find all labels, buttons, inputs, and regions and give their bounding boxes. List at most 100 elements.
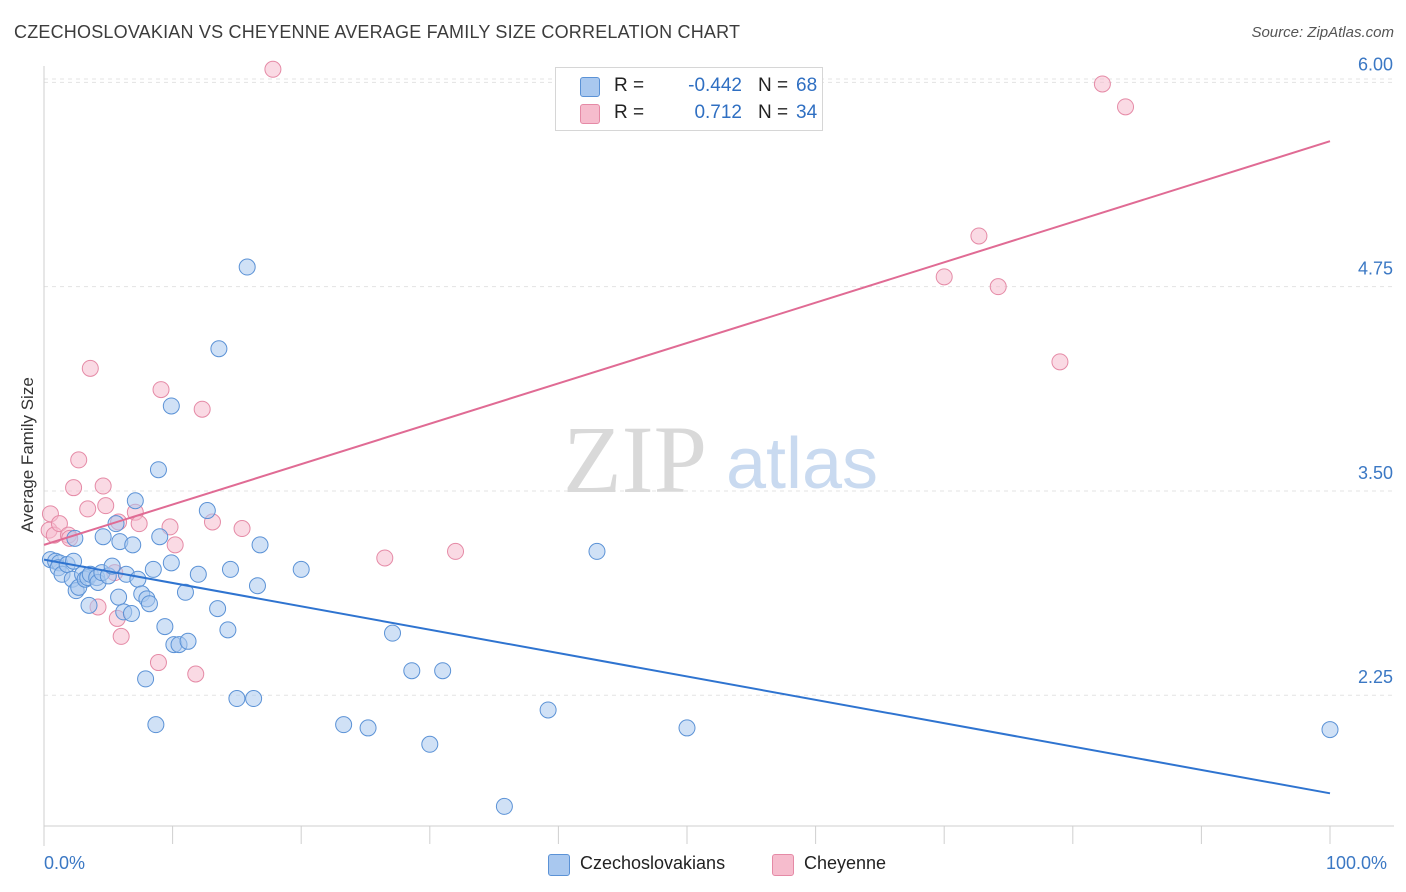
czechoslovakian-point xyxy=(122,605,140,623)
czechoslovakian-point xyxy=(209,600,227,618)
grid-lines xyxy=(44,78,1394,696)
cheyenne-point xyxy=(130,515,148,533)
cheyenne-point xyxy=(50,515,68,533)
cheyenne-point xyxy=(97,497,115,515)
cheyenne-point xyxy=(193,400,211,418)
czechoslovakian-point xyxy=(421,735,439,753)
czechoslovakian-point xyxy=(151,528,169,546)
y-tick-label: 2.25 xyxy=(1358,667,1393,687)
cheyenne-point xyxy=(166,536,184,554)
czechoslovakian-point xyxy=(221,560,239,578)
czechoslovakian-point xyxy=(588,542,606,560)
cheyenne-point xyxy=(264,60,282,78)
legend-n-value: 68 xyxy=(796,75,818,96)
czechoslovakian-point xyxy=(292,560,310,578)
czechoslovakian-point xyxy=(110,588,128,606)
cheyenne-point xyxy=(935,268,953,286)
czechoslovakian-trend-line xyxy=(43,558,1331,795)
czechoslovakian-point xyxy=(107,515,125,533)
czechoslovakian-point xyxy=(335,716,353,734)
czechoslovakian-point xyxy=(248,577,266,595)
legend-r-value: 0.712 xyxy=(694,102,742,123)
czechoslovakian-point xyxy=(210,340,228,358)
cheyenne-point xyxy=(70,451,88,469)
axes xyxy=(43,66,1394,846)
czechoslovakian-point xyxy=(1321,721,1339,739)
cheyenne-point xyxy=(79,500,97,518)
cheyenne-point xyxy=(81,359,99,377)
watermark: ZIP atlas xyxy=(563,406,878,513)
cheyenne-point xyxy=(447,542,465,560)
cheyenne-point xyxy=(1051,353,1069,371)
cheyenne-point xyxy=(149,654,167,672)
y-tick-label: 6.00 xyxy=(1358,54,1393,74)
czechoslovakian-point xyxy=(140,595,158,613)
czechoslovakian-point xyxy=(176,583,194,601)
stats-legend: R = -0.442 N = 68 R = 0.712 N = 34 xyxy=(555,67,823,131)
cheyenne-point xyxy=(376,549,394,567)
legend-swatch-blue xyxy=(580,77,600,97)
y-tick-label: 4.75 xyxy=(1358,259,1393,279)
y-tick-label: 3.50 xyxy=(1358,463,1393,483)
czechoslovakian-point xyxy=(495,797,513,815)
cheyenne-trend-line xyxy=(43,140,1331,546)
czechoslovakian-point xyxy=(384,624,402,642)
czechoslovakian-point xyxy=(251,536,269,554)
cheyenne-point xyxy=(94,477,112,495)
cheyenne-point xyxy=(187,665,205,683)
czechoslovakian-point xyxy=(94,528,112,546)
trend-lines xyxy=(43,140,1331,795)
czechoslovakian-point xyxy=(219,621,237,639)
cheyenne-point xyxy=(161,518,179,536)
czechoslovakian-point xyxy=(238,258,256,276)
czechoslovakian-point xyxy=(228,690,246,708)
x-tick-label-max: 100.0% xyxy=(1326,853,1388,873)
czechoslovakian-point xyxy=(179,632,197,650)
cheyenne-point xyxy=(1093,75,1111,93)
czechoslovakian-point xyxy=(162,397,180,415)
legend-swatch-pink xyxy=(580,104,600,124)
cheyenne-point xyxy=(112,627,130,645)
chart-title: CZECHOSLOVAKIAN VS CHEYENNE AVERAGE FAMI… xyxy=(14,22,741,42)
y-tick-labels: 2.25 3.50 4.75 6.00 xyxy=(1358,54,1393,687)
x-tick-label-min: 0.0% xyxy=(44,853,86,873)
cheyenne-point xyxy=(233,520,251,538)
legend-r-label: R = xyxy=(614,102,645,123)
cheyenne-point xyxy=(970,227,988,245)
legend-n-value: 34 xyxy=(796,102,818,123)
legend-swatch-blue xyxy=(548,854,570,876)
czechoslovakian-point xyxy=(124,536,142,554)
czechoslovakian-point xyxy=(103,557,121,575)
czechoslovakian-points xyxy=(41,258,1339,815)
legend-swatch-pink xyxy=(772,854,794,876)
czechoslovakian-point xyxy=(144,560,162,578)
watermark-zip: ZIP xyxy=(563,406,707,513)
czechoslovakian-point xyxy=(126,492,144,510)
czechoslovakian-point xyxy=(434,662,452,680)
cheyenne-point xyxy=(65,479,83,497)
czechoslovakian-point xyxy=(245,690,263,708)
czechoslovakian-point xyxy=(678,719,696,737)
czechoslovakian-point xyxy=(156,618,174,636)
czechoslovakian-point xyxy=(403,662,421,680)
czechoslovakian-point xyxy=(129,570,147,588)
cheyenne-point xyxy=(152,381,170,399)
czechoslovakian-point xyxy=(137,670,155,688)
watermark-atlas: atlas xyxy=(726,424,878,504)
legend-label: Czechoslovakians xyxy=(580,853,726,873)
czechoslovakian-point xyxy=(162,554,180,572)
czechoslovakian-point xyxy=(147,716,165,734)
czechoslovakian-point xyxy=(80,596,98,614)
legend-label: Cheyenne xyxy=(804,853,887,873)
czechoslovakian-point xyxy=(198,502,216,520)
czechoslovakian-point xyxy=(359,719,377,737)
czechoslovakian-point xyxy=(189,565,207,583)
legend-r-label: R = xyxy=(614,75,645,96)
cheyenne-point xyxy=(989,278,1007,296)
czechoslovakian-point xyxy=(149,461,167,479)
legend-n-label: N = xyxy=(758,102,789,123)
legend-r-value: -0.442 xyxy=(688,75,742,96)
source-credit: Source: ZipAtlas.com xyxy=(1251,24,1394,41)
cheyenne-point xyxy=(1117,98,1135,116)
